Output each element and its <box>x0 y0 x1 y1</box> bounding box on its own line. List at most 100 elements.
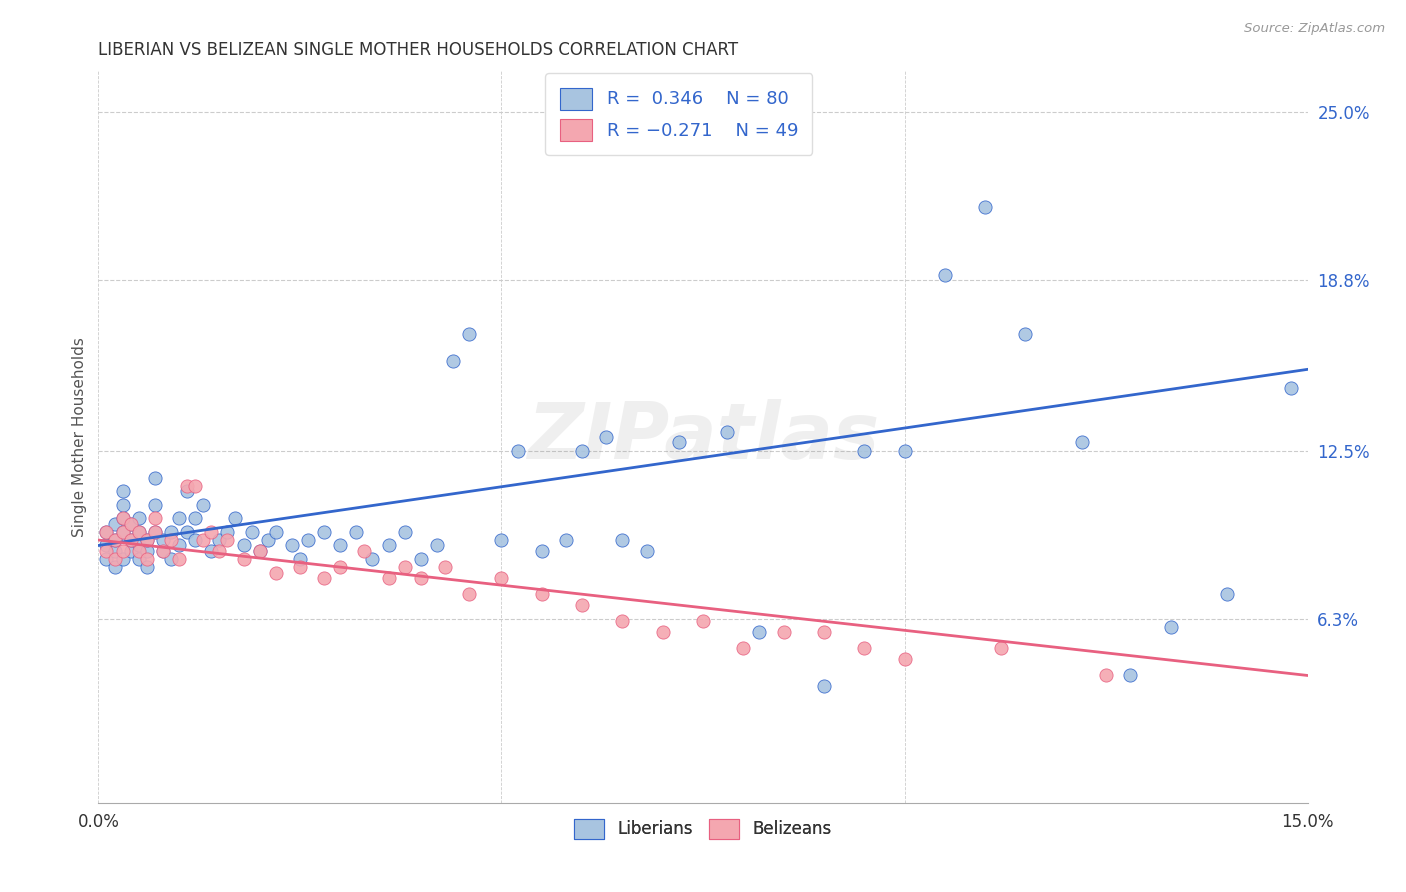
Point <box>128 511 150 525</box>
Point <box>329 560 352 574</box>
Point <box>458 587 481 601</box>
Point <box>353 544 375 558</box>
Point <box>240 524 263 539</box>
Point <box>893 652 915 666</box>
Point <box>128 524 150 539</box>
Point <box>111 524 134 539</box>
Point <box>491 533 513 547</box>
Point <box>143 524 166 539</box>
Point <box>120 544 142 558</box>
Point <box>111 511 134 525</box>
Point <box>184 533 207 547</box>
Point <box>853 443 876 458</box>
Point <box>595 430 617 444</box>
Point <box>217 524 239 539</box>
Point <box>571 598 593 612</box>
Point <box>143 471 166 485</box>
Point <box>990 641 1012 656</box>
Point <box>361 552 384 566</box>
Point <box>103 560 125 574</box>
Point <box>111 484 134 499</box>
Point <box>668 435 690 450</box>
Point <box>506 443 529 458</box>
Point <box>264 524 287 539</box>
Point <box>184 479 207 493</box>
Point <box>232 552 254 566</box>
Point <box>120 533 142 547</box>
Point <box>96 524 118 539</box>
Point <box>893 443 915 458</box>
Point <box>143 498 166 512</box>
Point <box>555 533 578 547</box>
Point <box>143 524 166 539</box>
Text: LIBERIAN VS BELIZEAN SINGLE MOTHER HOUSEHOLDS CORRELATION CHART: LIBERIAN VS BELIZEAN SINGLE MOTHER HOUSE… <box>98 41 738 59</box>
Point <box>208 533 231 547</box>
Point <box>612 533 634 547</box>
Text: ZIPatlas: ZIPatlas <box>527 399 879 475</box>
Point <box>636 544 658 558</box>
Point <box>281 538 304 552</box>
Point <box>249 544 271 558</box>
Point <box>1095 668 1118 682</box>
Point <box>176 479 198 493</box>
Point <box>184 511 207 525</box>
Point <box>128 544 150 558</box>
Point <box>152 544 174 558</box>
Point <box>1216 587 1239 601</box>
Point <box>297 533 319 547</box>
Point <box>128 538 150 552</box>
Point <box>135 533 157 547</box>
Point <box>103 533 125 547</box>
Point <box>772 625 794 640</box>
Point <box>974 200 997 214</box>
Point <box>152 533 174 547</box>
Point <box>314 571 336 585</box>
Point <box>530 587 553 601</box>
Point <box>491 571 513 585</box>
Point <box>96 552 118 566</box>
Point <box>441 354 464 368</box>
Point <box>692 615 714 629</box>
Point <box>394 524 416 539</box>
Point <box>200 524 222 539</box>
Point <box>111 498 134 512</box>
Legend: Liberians, Belizeans: Liberians, Belizeans <box>567 812 839 846</box>
Point <box>160 552 183 566</box>
Point <box>103 516 125 531</box>
Point <box>167 511 190 525</box>
Point <box>128 524 150 539</box>
Point <box>128 552 150 566</box>
Y-axis label: Single Mother Households: Single Mother Households <box>72 337 87 537</box>
Point <box>176 524 198 539</box>
Point <box>612 615 634 629</box>
Point <box>143 511 166 525</box>
Point <box>160 524 183 539</box>
Point <box>813 625 835 640</box>
Point <box>409 571 432 585</box>
Point <box>103 533 125 547</box>
Point <box>120 516 142 531</box>
Point <box>111 524 134 539</box>
Point <box>256 533 278 547</box>
Point <box>135 552 157 566</box>
Point <box>120 533 142 547</box>
Point <box>288 560 311 574</box>
Point <box>103 544 125 558</box>
Point <box>96 544 118 558</box>
Point <box>167 538 190 552</box>
Point <box>96 524 118 539</box>
Point <box>651 625 673 640</box>
Point <box>152 544 174 558</box>
Point <box>200 544 222 558</box>
Point <box>217 533 239 547</box>
Point <box>934 268 956 282</box>
Point <box>314 524 336 539</box>
Point <box>160 533 183 547</box>
Point <box>716 425 738 439</box>
Point <box>458 327 481 342</box>
Point <box>813 679 835 693</box>
Point <box>111 544 134 558</box>
Point <box>530 544 553 558</box>
Point <box>1070 435 1092 450</box>
Point <box>208 544 231 558</box>
